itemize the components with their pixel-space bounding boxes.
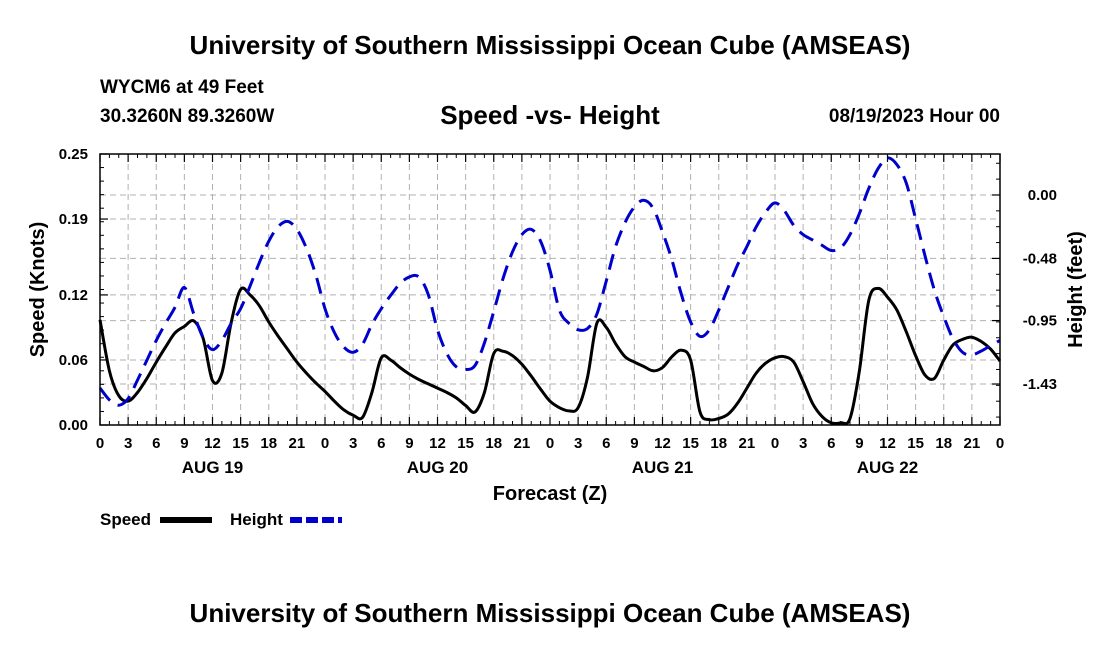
series-line-height	[98, 156, 1001, 407]
y-tick-label: 0.00	[59, 417, 88, 434]
x-tick-label: 12	[204, 435, 221, 452]
x-tick-label: 15	[682, 435, 699, 452]
x-tick-label: 12	[429, 435, 446, 452]
x-tick-label: 12	[879, 435, 896, 452]
series-lines	[98, 156, 1002, 426]
x-day-label: AUG 21	[632, 458, 693, 477]
chart-title: Speed -vs- Height	[440, 100, 660, 130]
y-axis-label-left: Speed (Knots)	[27, 222, 49, 358]
x-tick-label: 3	[799, 435, 807, 452]
x-tick-label: 18	[935, 435, 952, 452]
legend-height-label: Height	[230, 510, 283, 529]
station-name: WYCM6 at 49 Feet	[100, 77, 264, 98]
y2-tick-label: -1.43	[1023, 376, 1057, 393]
x-tick-label: 3	[574, 435, 582, 452]
x-tick-label: 15	[457, 435, 474, 452]
y2-tick-label: -0.95	[1023, 313, 1057, 330]
x-tick-label: 18	[485, 435, 502, 452]
x-day-label: AUG 20	[407, 458, 468, 477]
y-tick-label: 0.06	[59, 352, 88, 369]
x-tick-label: 9	[405, 435, 413, 452]
x-tick-label: 18	[710, 435, 727, 452]
x-day-label: AUG 19	[182, 458, 243, 477]
x-tick-label: 15	[907, 435, 924, 452]
x-tick-label: 9	[855, 435, 863, 452]
axis-labels: 0 3 6 9 12 15 18 21 0 3 6 9 12 15 18 21 0 3 6 9 12 15 18 21 0 3 6 9…	[59, 146, 1057, 477]
x-tick-label: 0	[321, 435, 329, 452]
y2-tick-label: -0.48	[1023, 250, 1057, 267]
y-tick-label: 0.25	[59, 146, 88, 163]
axis-ticks	[99, 153, 1001, 426]
footer-title: University of Southern Mississippi Ocean…	[189, 598, 911, 628]
y-tick-label: 0.19	[59, 211, 88, 228]
x-axis-label: Forecast (Z)	[493, 483, 607, 505]
y-axis-label-right: Height (feet)	[1065, 231, 1087, 348]
x-tick-label: 9	[180, 435, 188, 452]
page-title: University of Southern Mississippi Ocean…	[189, 30, 911, 60]
x-tick-label: 6	[152, 435, 160, 452]
x-tick-label: 9	[630, 435, 638, 452]
x-tick-label: 21	[739, 435, 756, 452]
x-tick-label: 21	[964, 435, 981, 452]
x-tick-label: 3	[349, 435, 357, 452]
y-tick-label: 0.12	[59, 287, 88, 304]
legend: Speed Height	[100, 510, 342, 529]
x-tick-label: 0	[546, 435, 554, 452]
x-tick-label: 6	[602, 435, 610, 452]
station-coordinates: 30.3260N 89.3260W	[100, 106, 275, 127]
x-tick-label: 6	[377, 435, 385, 452]
x-tick-label: 21	[514, 435, 531, 452]
x-tick-label: 15	[232, 435, 249, 452]
x-tick-label: 0	[771, 435, 779, 452]
y2-tick-label: 0.00	[1028, 187, 1057, 204]
x-tick-label: 12	[654, 435, 671, 452]
x-tick-label: 0	[996, 435, 1004, 452]
x-tick-label: 21	[289, 435, 306, 452]
forecast-datetime: 08/19/2023 Hour 00	[828, 106, 1000, 127]
series-line-speed	[98, 286, 1002, 426]
x-tick-label: 6	[827, 435, 835, 452]
x-tick-label: 0	[96, 435, 104, 452]
legend-speed-label: Speed	[100, 510, 151, 529]
x-day-label: AUG 22	[857, 458, 918, 477]
x-tick-label: 3	[124, 435, 132, 452]
x-tick-label: 18	[260, 435, 277, 452]
